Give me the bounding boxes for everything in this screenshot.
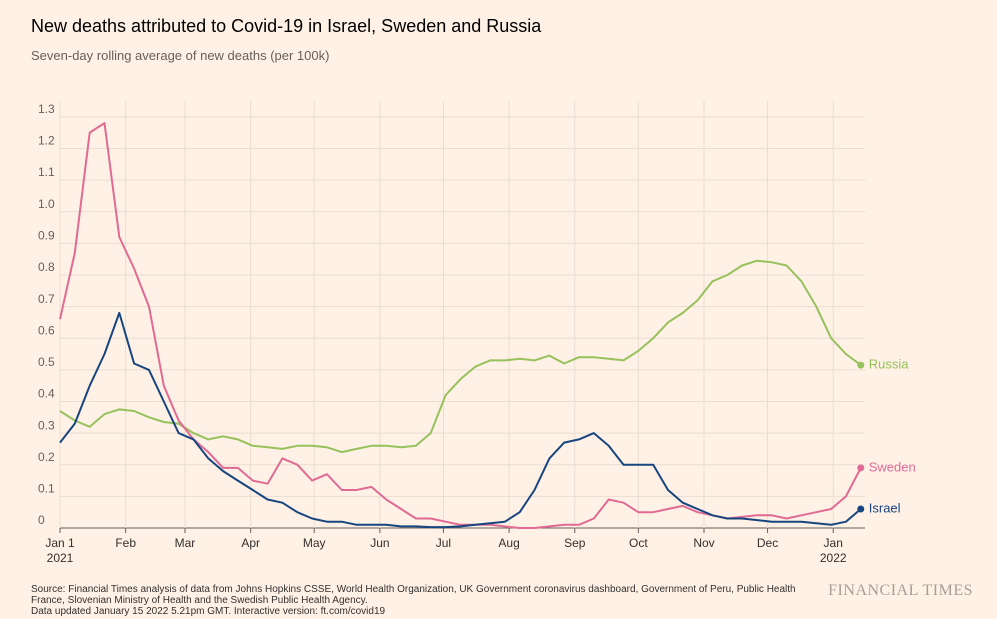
source-note: Source: Financial Times analysis of data… xyxy=(31,584,796,606)
y-tick-label: 0.4 xyxy=(38,387,55,401)
series-label: Sweden xyxy=(869,459,916,474)
y-tick-label: 0 xyxy=(38,513,45,527)
end-dot xyxy=(857,505,865,513)
series-label: Israel xyxy=(869,500,901,515)
chart-subtitle: Seven-day rolling average of new deaths … xyxy=(31,48,330,63)
series-label: Russia xyxy=(869,357,910,372)
y-tick-label: 1.2 xyxy=(38,134,55,148)
y-tick-label: 0.5 xyxy=(38,355,55,369)
x-tick-label: May xyxy=(302,536,326,550)
x-tick-label: Jan 2022 xyxy=(819,536,847,565)
y-tick-label: 0.8 xyxy=(38,260,55,274)
y-tick-label: 0.2 xyxy=(38,450,55,464)
x-tick-label: Feb xyxy=(115,536,136,550)
y-tick-label: 0.6 xyxy=(38,323,55,337)
y-tick-label: 1.3 xyxy=(38,102,55,116)
x-tick-label: Aug xyxy=(498,536,520,550)
y-tick-label: 0.3 xyxy=(38,418,55,432)
x-tick-label: Jan 1 2021 xyxy=(45,536,75,565)
update-note: Data updated January 15 2022 5.21pm GMT.… xyxy=(31,606,386,617)
series-line xyxy=(59,259,862,454)
end-dot xyxy=(857,464,865,472)
y-tick-label: 1.1 xyxy=(38,165,55,179)
y-tick-label: 1.0 xyxy=(38,197,55,211)
x-tick-label: Mar xyxy=(174,536,196,550)
end-dot xyxy=(857,361,865,369)
x-tick-label: Apr xyxy=(241,536,260,550)
x-tick-label: Oct xyxy=(628,536,648,550)
x-tick-label: Jun xyxy=(370,536,390,550)
y-tick-label: 0.1 xyxy=(38,482,55,496)
x-tick-label: Jul xyxy=(435,536,452,550)
series-line xyxy=(59,122,862,529)
series-line xyxy=(59,311,862,529)
x-tick-label: Nov xyxy=(693,536,715,550)
y-tick-label: 0.7 xyxy=(38,292,55,306)
x-tick-label: Dec xyxy=(756,536,779,550)
y-tick-label: 0.9 xyxy=(38,229,55,243)
logo: FINANCIAL TIMES xyxy=(828,582,973,599)
chart-title: New deaths attributed to Covid-19 in Isr… xyxy=(31,16,542,36)
x-tick-label: Sep xyxy=(564,536,586,550)
